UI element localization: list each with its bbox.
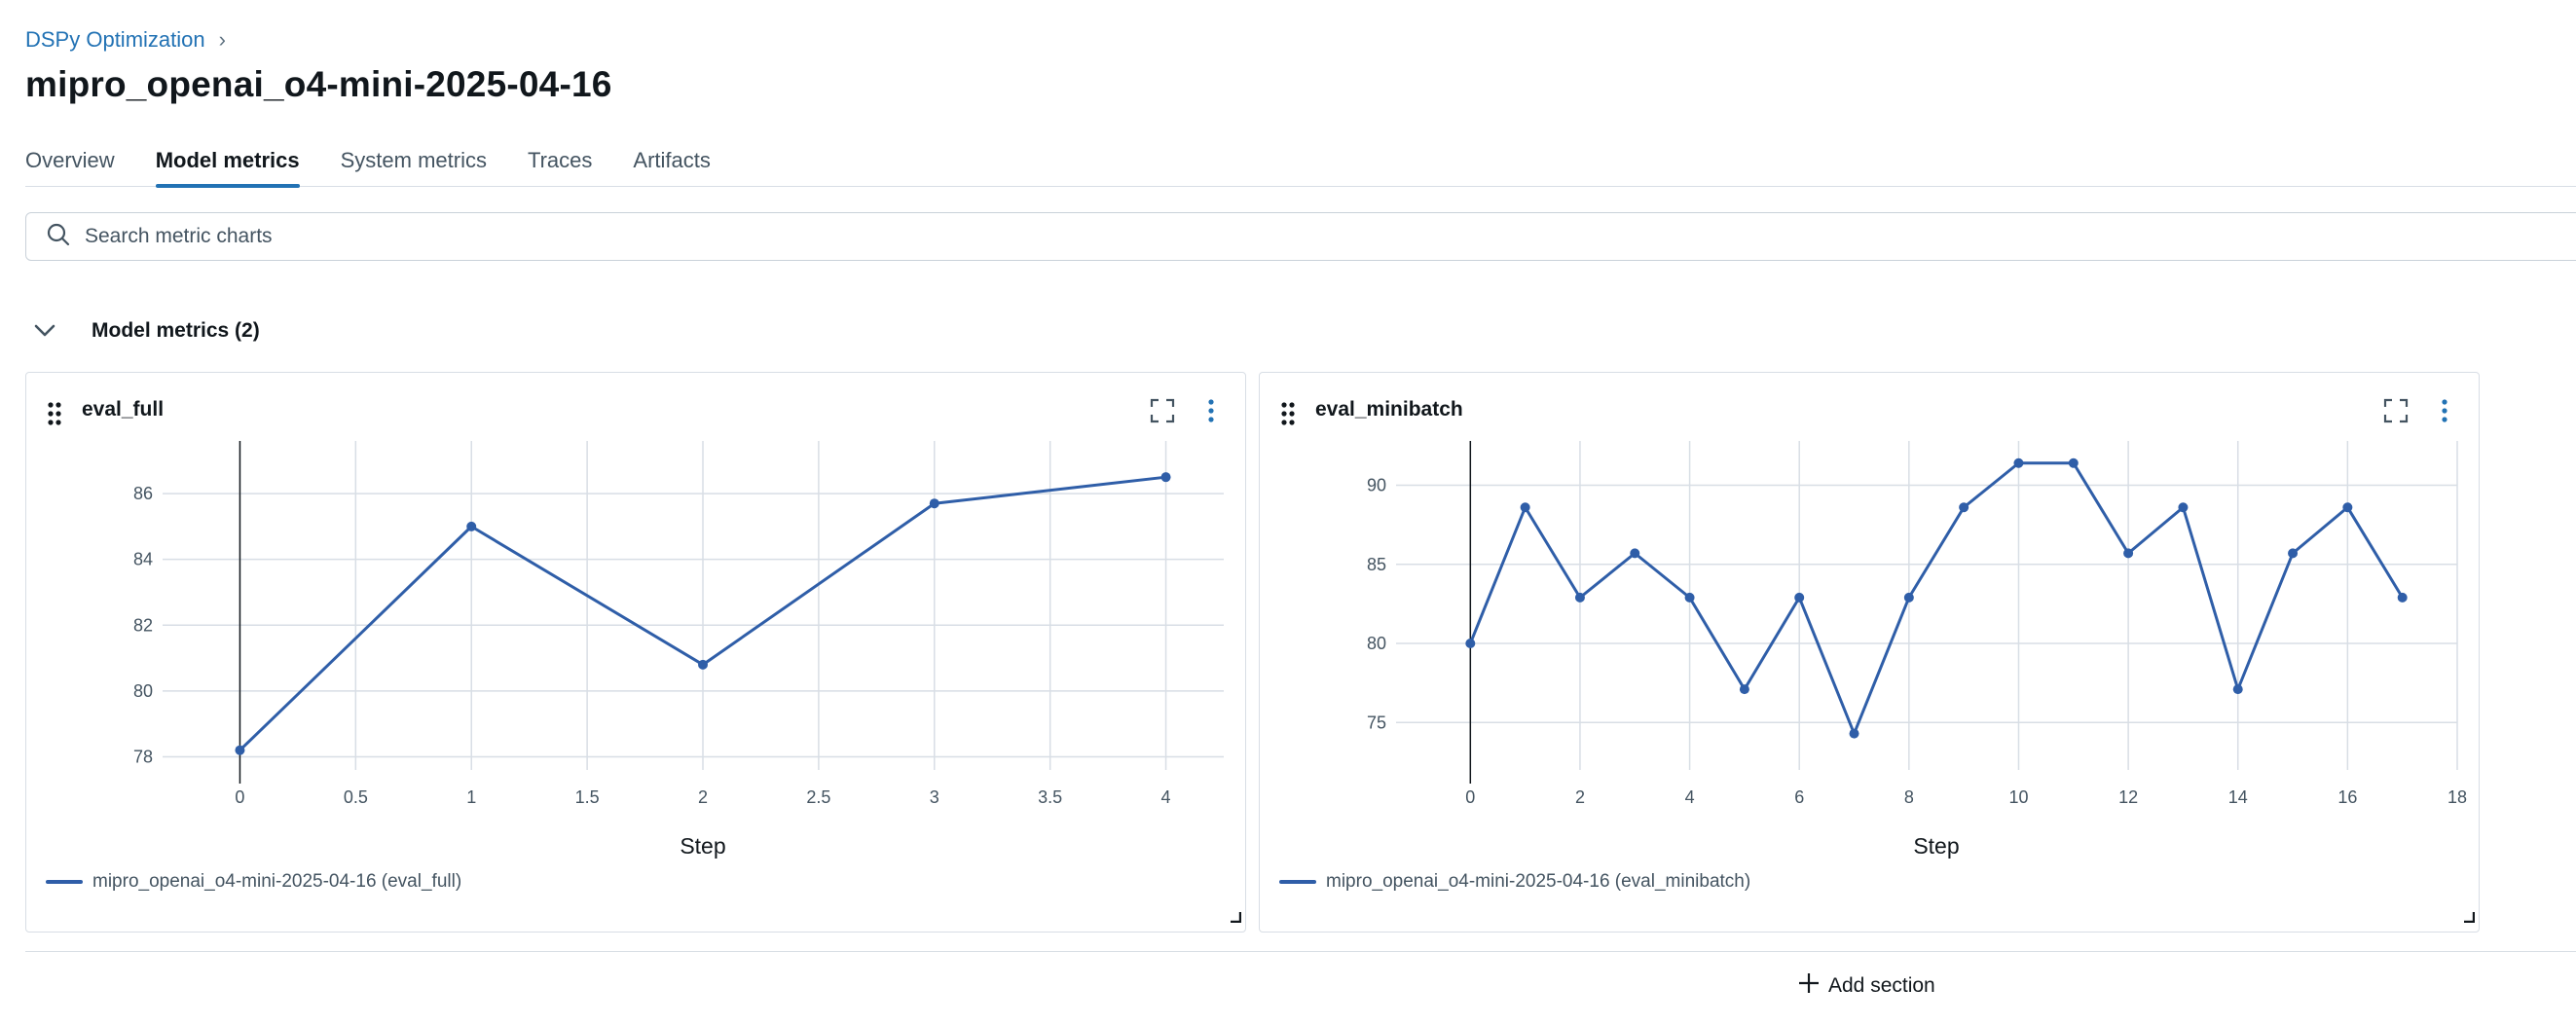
fullscreen-icon[interactable]	[2383, 398, 2409, 428]
tab-artifacts[interactable]: Artifacts	[633, 148, 711, 172]
x-tick-label: 4	[1685, 787, 1695, 807]
x-tick-label: 1.5	[575, 787, 600, 807]
y-tick-label: 80	[1367, 634, 1386, 653]
tab-overview[interactable]: Overview	[25, 148, 115, 172]
x-tick-label: 3	[930, 787, 939, 807]
data-point	[1520, 502, 1530, 513]
add-section-button[interactable]: Add section	[1797, 971, 1935, 1000]
search-input[interactable]	[85, 225, 1253, 248]
x-tick-label: 16	[2337, 787, 2357, 807]
drag-handle-icon[interactable]	[48, 402, 61, 430]
tab-bar: Overview Model metrics System metrics Tr…	[25, 148, 2576, 188]
add-section-label: Add section	[1828, 973, 1935, 997]
kebab-menu-icon[interactable]	[1206, 398, 1216, 428]
x-tick-label: 12	[2118, 787, 2138, 807]
page-title: mipro_openai_o4-mini-2025-04-16	[25, 64, 612, 104]
y-tick-label: 82	[133, 615, 153, 635]
x-tick-label: 8	[1904, 787, 1914, 807]
data-point	[1684, 592, 1695, 603]
line-chart-eval-full: 0 0.5 1 1.5 2 2.5 3 3.5 4 78 80 82 84 86 Step	[133, 441, 1224, 859]
fullscreen-icon[interactable]	[1150, 398, 1175, 428]
data-point	[1959, 502, 1969, 513]
data-point	[1465, 639, 1476, 648]
y-tick-label: 90	[1367, 476, 1386, 495]
data-point	[929, 498, 939, 509]
data-point	[1903, 592, 1914, 603]
chart-card-eval-minibatch: eval_minibatch 0 2 4 6 8 10 12 14 16 18 75 80 85 90 St…	[1259, 372, 2480, 933]
x-tick-label: 2.5	[806, 787, 830, 807]
legend-label: mipro_openai_o4-mini-2025-04-16 (eval_mi…	[1326, 871, 1751, 892]
section-divider	[25, 951, 2576, 952]
x-tick-label: 0	[235, 787, 244, 807]
x-tick-label: 0.5	[344, 787, 368, 807]
breadcrumb-parent-link[interactable]: DSPy Optimization	[25, 27, 205, 52]
y-tick-label: 86	[133, 484, 153, 503]
data-point	[1160, 472, 1171, 483]
x-tick-label: 4	[1161, 787, 1171, 807]
data-point	[2123, 548, 2134, 559]
chart-legend[interactable]: mipro_openai_o4-mini-2025-04-16 (eval_fu…	[46, 871, 461, 893]
data-point	[2068, 457, 2079, 468]
data-point	[2013, 457, 2024, 468]
data-point	[1574, 592, 1585, 603]
x-tick-label: 10	[2008, 787, 2028, 807]
data-point	[466, 521, 477, 531]
chart-card-eval-full: eval_full 0 0.5 1 1.5 2 2.5 3 3.5 4 78 80 82 84 86 Ste…	[25, 372, 1246, 933]
data-point	[1794, 592, 1805, 603]
legend-swatch	[46, 880, 83, 884]
series-line	[1468, 461, 2404, 736]
y-tick-label: 80	[133, 681, 153, 701]
chart-title: eval_minibatch	[1315, 398, 1463, 421]
drag-handle-icon[interactable]	[1281, 402, 1295, 430]
data-point	[2288, 548, 2299, 559]
resize-handle-icon[interactable]	[2463, 910, 2476, 928]
data-point	[235, 745, 245, 755]
legend-label: mipro_openai_o4-mini-2025-04-16 (eval_fu…	[92, 871, 462, 892]
data-point	[2178, 502, 2189, 513]
data-point	[698, 659, 708, 670]
data-point	[2232, 684, 2243, 695]
search-icon	[46, 222, 71, 252]
data-point	[1739, 684, 1749, 695]
tab-system-metrics[interactable]: System metrics	[340, 148, 487, 172]
plus-icon	[1797, 971, 1821, 1000]
breadcrumb: DSPy Optimization ›	[25, 27, 226, 53]
y-tick-label: 85	[1367, 555, 1386, 574]
legend-swatch	[1279, 880, 1316, 884]
tab-traces[interactable]: Traces	[527, 148, 593, 172]
y-tick-label: 78	[133, 747, 153, 766]
x-tick-label: 1	[466, 787, 476, 807]
x-tick-label: 18	[2447, 787, 2467, 807]
y-tick-label: 84	[133, 550, 153, 569]
line-chart-eval-minibatch: 0 2 4 6 8 10 12 14 16 18 75 80 85 90 Step	[1367, 441, 2467, 859]
data-point	[2397, 592, 2408, 603]
x-tick-label: 6	[1794, 787, 1804, 807]
chart-legend[interactable]: mipro_openai_o4-mini-2025-04-16 (eval_mi…	[1279, 871, 1750, 893]
x-tick-label: 2	[1575, 787, 1585, 807]
search-bar	[25, 212, 2576, 261]
section-header: Model metrics (2)	[25, 313, 260, 348]
data-point	[1849, 728, 1859, 739]
section-title: Model metrics (2)	[92, 319, 260, 342]
chevron-right-icon: ›	[218, 27, 226, 52]
y-tick-label: 75	[1367, 713, 1386, 732]
x-tick-label: 3.5	[1038, 787, 1062, 807]
kebab-menu-icon[interactable]	[2440, 398, 2449, 428]
x-axis-title: Step	[1913, 833, 1959, 859]
resize-handle-icon[interactable]	[1230, 910, 1242, 928]
tab-model-metrics[interactable]: Model metrics	[155, 148, 300, 188]
chevron-down-icon[interactable]	[25, 313, 64, 348]
x-tick-label: 14	[2228, 787, 2248, 807]
x-tick-label: 0	[1465, 787, 1475, 807]
data-point	[2342, 502, 2353, 513]
chart-title: eval_full	[82, 398, 165, 421]
x-axis-title: Step	[680, 833, 725, 859]
x-tick-label: 2	[698, 787, 708, 807]
data-point	[1630, 548, 1640, 559]
